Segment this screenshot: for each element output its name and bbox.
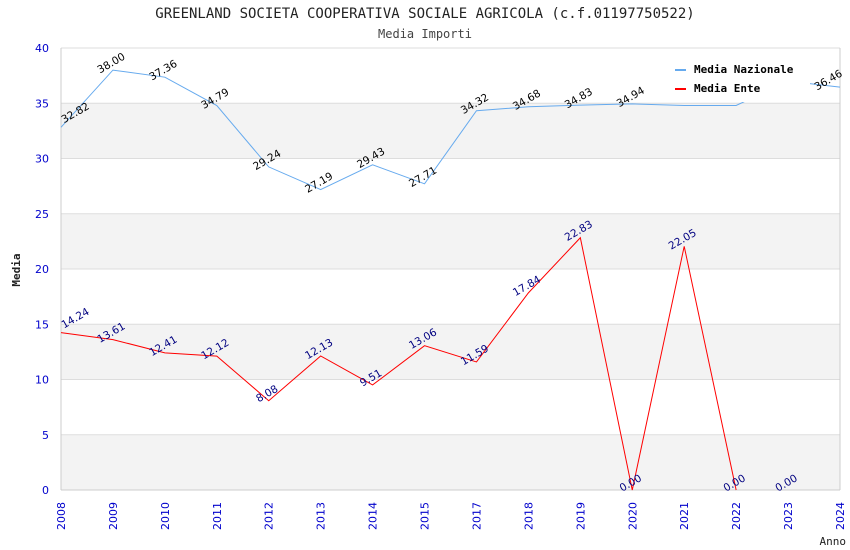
x-tick-label: 2014 (367, 502, 380, 530)
grid-band (61, 379, 840, 435)
x-tick-label: 2022 (730, 502, 743, 530)
y-tick-label: 5 (42, 429, 49, 442)
grid-band (61, 103, 840, 159)
x-tick-label: 2013 (315, 502, 328, 530)
series-line-nazionale (60, 69, 841, 191)
y-tick-label: 20 (35, 263, 49, 276)
series-line-ente (60, 236, 737, 491)
x-tick-label: 2012 (263, 502, 276, 530)
chart-title: GREENLAND SOCIETA COOPERATIVA SOCIALE AG… (155, 6, 695, 22)
y-tick-label: 0 (42, 484, 49, 497)
legend-swatch (675, 68, 686, 71)
x-tick-label: 2018 (522, 502, 535, 530)
x-tick-label: 2021 (678, 502, 691, 530)
x-tick-label: 2020 (626, 502, 639, 530)
y-tick-label: 35 (35, 97, 49, 110)
grid-band (61, 269, 840, 325)
x-tick-label: 2011 (211, 502, 224, 530)
legend-label: Media Nazionale (694, 63, 794, 76)
x-tick-label: 2023 (782, 502, 795, 530)
x-tick-label: 2019 (574, 502, 587, 530)
x-tick-label: 2024 (834, 502, 847, 530)
legend-item-nazionale: Media Nazionale (670, 60, 810, 79)
x-tick-label: 2015 (419, 502, 432, 530)
x-tick-label: 2017 (470, 502, 483, 530)
y-tick-label: 25 (35, 208, 49, 221)
x-tick-label: 2008 (55, 502, 68, 530)
grid-band (61, 324, 840, 380)
grid-band (61, 213, 840, 269)
y-axis-label: Media (10, 253, 23, 286)
legend-label: Media Ente (694, 82, 761, 95)
y-tick-label: 10 (35, 374, 49, 387)
y-tick-label: 15 (35, 318, 49, 331)
y-tick-label: 30 (35, 153, 49, 166)
y-tick-label: 40 (35, 42, 49, 55)
grid-band (61, 158, 840, 214)
legend: Media Nazionale Media Ente (670, 60, 810, 102)
x-tick-label: 2010 (159, 502, 172, 530)
legend-item-ente: Media Ente (670, 79, 810, 98)
legend-swatch (675, 87, 686, 90)
chart-subtitle: Media Importi (378, 27, 472, 41)
x-axis-label: Anno (820, 535, 847, 548)
grid-band (61, 434, 840, 490)
x-tick-label: 2009 (107, 502, 120, 530)
